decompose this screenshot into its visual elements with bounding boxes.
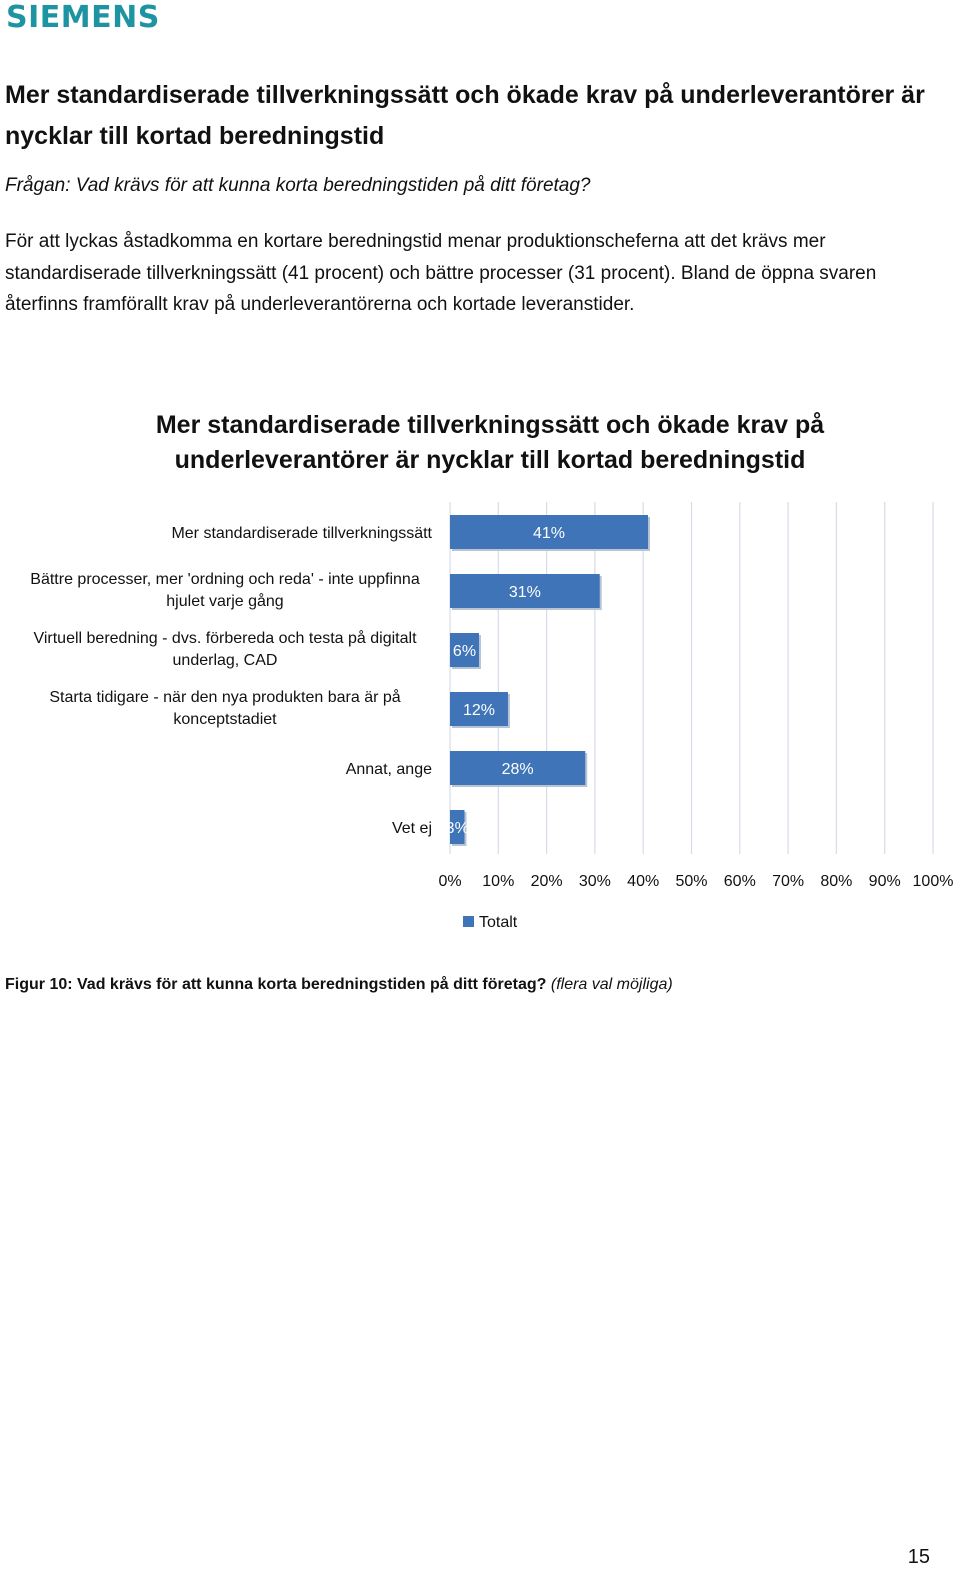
x-tick-label: 0% bbox=[438, 873, 461, 890]
category-label: Annat, ange bbox=[346, 761, 432, 778]
body-paragraph: För att lyckas åstadkomma en kortare ber… bbox=[5, 231, 877, 315]
data-label: 28% bbox=[502, 761, 534, 778]
data-label: 31% bbox=[509, 584, 541, 601]
bar-chart: 41% 31% 6% 12% 28% 3% Mer standardiserade til… bbox=[30, 502, 954, 931]
bar bbox=[450, 692, 508, 726]
x-tick-label: 100% bbox=[913, 873, 954, 890]
x-tick-label: 40% bbox=[627, 873, 659, 890]
bar bbox=[450, 515, 649, 549]
bar bbox=[450, 810, 465, 844]
x-tick-label: 10% bbox=[482, 873, 514, 890]
siemens-logo: SIEMENS bbox=[6, 0, 160, 35]
survey-question: Frågan: Vad krävs för att kunna korta be… bbox=[5, 175, 591, 196]
x-tick-label: 70% bbox=[772, 873, 804, 890]
caption-bold: Figur 10: Vad krävs för att kunna korta … bbox=[5, 976, 547, 993]
figure-caption: Figur 10: Vad krävs för att kunna korta … bbox=[5, 976, 673, 994]
bar bbox=[450, 574, 600, 608]
x-tick-label: 20% bbox=[531, 873, 563, 890]
data-label: 12% bbox=[463, 702, 495, 719]
data-label: 3% bbox=[446, 820, 469, 837]
bar bbox=[450, 633, 479, 667]
x-tick-label: 90% bbox=[869, 873, 901, 890]
category-label: Bättre processer, mer 'ordning och reda'… bbox=[30, 571, 420, 610]
x-tick-label: 30% bbox=[579, 873, 611, 890]
category-label: Mer standardiserade tillverkningssätt bbox=[171, 525, 432, 542]
section-heading: Mer standardiserade tillverkningssätt oc… bbox=[5, 81, 925, 150]
chart-title: Mer standardiserade tillverkningssätt oc… bbox=[155, 411, 825, 474]
x-tick-label: 80% bbox=[820, 873, 852, 890]
legend-swatch bbox=[463, 916, 474, 927]
category-label: Vet ej bbox=[392, 820, 432, 837]
category-label: Virtuell beredning - dvs. förbereda och … bbox=[33, 629, 417, 669]
category-label: Starta tidigare - när den nya produkten … bbox=[49, 688, 400, 728]
caption-italic: (flera val möjliga) bbox=[550, 976, 673, 993]
data-label: 6% bbox=[453, 643, 476, 660]
x-tick-label: 50% bbox=[675, 873, 707, 890]
page-number: 15 bbox=[907, 1546, 930, 1568]
data-label: 41% bbox=[533, 525, 565, 542]
bar bbox=[450, 751, 586, 785]
legend-label: Totalt bbox=[479, 914, 518, 931]
x-tick-label: 60% bbox=[724, 873, 756, 890]
